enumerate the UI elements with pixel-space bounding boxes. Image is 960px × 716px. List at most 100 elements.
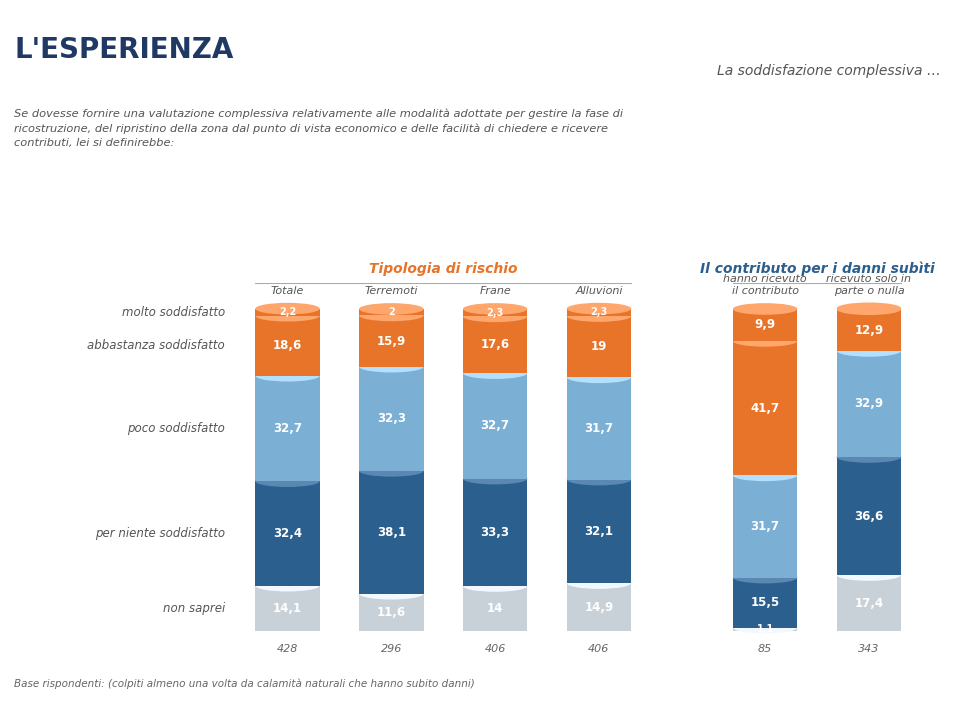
Bar xyxy=(359,471,423,594)
Bar xyxy=(566,316,631,377)
Text: 11,6: 11,6 xyxy=(376,606,406,619)
Ellipse shape xyxy=(359,588,423,599)
Text: 9,9: 9,9 xyxy=(755,319,776,332)
Ellipse shape xyxy=(255,370,320,382)
Text: Se dovesse fornire una valutazione complessiva relativamente alle modalità adott: Se dovesse fornire una valutazione compl… xyxy=(14,109,623,148)
Ellipse shape xyxy=(566,303,631,314)
Bar xyxy=(732,628,797,631)
Bar xyxy=(566,377,631,480)
Ellipse shape xyxy=(359,361,423,372)
Ellipse shape xyxy=(837,304,901,315)
Ellipse shape xyxy=(837,451,901,463)
Text: 14: 14 xyxy=(487,602,503,615)
Ellipse shape xyxy=(837,569,901,581)
Bar xyxy=(566,583,631,631)
Text: Il contributo per i danni subìti: Il contributo per i danni subìti xyxy=(700,262,934,276)
Bar xyxy=(359,315,423,367)
Ellipse shape xyxy=(732,303,797,315)
Text: Alluvioni: Alluvioni xyxy=(575,286,623,296)
Bar xyxy=(255,586,320,631)
Text: 2,3: 2,3 xyxy=(487,308,504,318)
Bar xyxy=(359,309,423,315)
Text: 19: 19 xyxy=(590,340,607,353)
Text: 2: 2 xyxy=(388,307,395,317)
Text: 17,6: 17,6 xyxy=(481,338,510,352)
Bar xyxy=(837,575,901,631)
Text: poco soddisfatto: poco soddisfatto xyxy=(128,422,226,435)
Bar xyxy=(255,316,320,376)
Bar xyxy=(566,480,631,583)
Text: 85: 85 xyxy=(758,644,772,654)
Bar xyxy=(359,367,423,471)
Ellipse shape xyxy=(463,303,527,315)
Ellipse shape xyxy=(463,473,527,485)
Ellipse shape xyxy=(359,309,423,321)
Text: 2,2: 2,2 xyxy=(278,307,296,317)
Bar xyxy=(566,309,631,316)
Bar xyxy=(732,475,797,578)
Ellipse shape xyxy=(566,577,631,589)
Text: abbastanza soddisfatto: abbastanza soddisfatto xyxy=(87,339,226,352)
Ellipse shape xyxy=(732,621,797,634)
Text: 32,4: 32,4 xyxy=(273,527,302,540)
Text: 15,5: 15,5 xyxy=(751,596,780,609)
Text: per niente soddisfatto: per niente soddisfatto xyxy=(95,527,226,540)
Text: 31,7: 31,7 xyxy=(585,422,613,435)
Text: 32,9: 32,9 xyxy=(854,397,883,410)
Text: 32,7: 32,7 xyxy=(273,422,302,435)
Ellipse shape xyxy=(359,303,423,315)
Bar xyxy=(732,578,797,628)
Text: 406: 406 xyxy=(485,644,506,654)
Ellipse shape xyxy=(255,475,320,487)
Bar xyxy=(463,309,527,316)
Text: 15,9: 15,9 xyxy=(376,334,406,347)
Ellipse shape xyxy=(463,311,527,322)
Bar xyxy=(837,457,901,575)
Text: 36,6: 36,6 xyxy=(854,510,883,523)
Bar xyxy=(837,309,901,351)
Text: 14,1: 14,1 xyxy=(273,602,302,615)
Ellipse shape xyxy=(359,465,423,477)
Bar xyxy=(255,309,320,316)
Ellipse shape xyxy=(255,580,320,591)
Text: hanno ricevuto
il contributo: hanno ricevuto il contributo xyxy=(723,274,807,296)
Ellipse shape xyxy=(566,372,631,383)
Text: 32,1: 32,1 xyxy=(585,525,613,538)
Ellipse shape xyxy=(837,345,901,357)
Ellipse shape xyxy=(566,474,631,485)
Bar xyxy=(732,341,797,475)
Text: 38,1: 38,1 xyxy=(376,526,406,539)
Text: 1,1: 1,1 xyxy=(756,624,774,634)
Text: 17,4: 17,4 xyxy=(854,596,883,609)
Text: 296: 296 xyxy=(380,644,402,654)
Ellipse shape xyxy=(255,310,320,321)
Text: 32,3: 32,3 xyxy=(377,412,406,425)
Ellipse shape xyxy=(837,302,901,314)
Text: ricevuto solo in
parte o nulla: ricevuto solo in parte o nulla xyxy=(827,274,911,296)
Text: 12,9: 12,9 xyxy=(854,324,883,337)
Ellipse shape xyxy=(566,310,631,322)
Ellipse shape xyxy=(732,572,797,584)
Text: 31,7: 31,7 xyxy=(751,520,780,533)
Text: 428: 428 xyxy=(276,644,299,654)
Text: La soddisfazione complessiva …: La soddisfazione complessiva … xyxy=(717,64,941,79)
Text: Base rispondenti: (colpiti almeno una volta da calamità naturali che hanno subit: Base rispondenti: (colpiti almeno una vo… xyxy=(14,678,475,689)
Bar xyxy=(255,376,320,481)
Ellipse shape xyxy=(732,335,797,347)
Bar xyxy=(837,351,901,457)
Bar xyxy=(463,478,527,586)
Text: Frane: Frane xyxy=(479,286,511,296)
Bar xyxy=(359,594,423,631)
Text: molto soddisfatto: molto soddisfatto xyxy=(122,306,226,319)
Text: 343: 343 xyxy=(858,644,879,654)
Text: Tipologia di rischio: Tipologia di rischio xyxy=(369,262,517,276)
Text: non saprei: non saprei xyxy=(163,602,226,615)
Bar xyxy=(463,586,527,631)
Text: 32,7: 32,7 xyxy=(481,420,510,432)
Text: Totale: Totale xyxy=(271,286,304,296)
Ellipse shape xyxy=(463,367,527,379)
Text: 18,6: 18,6 xyxy=(273,339,302,352)
Text: 406: 406 xyxy=(588,644,610,654)
Bar xyxy=(463,316,527,373)
Text: 41,7: 41,7 xyxy=(751,402,780,415)
